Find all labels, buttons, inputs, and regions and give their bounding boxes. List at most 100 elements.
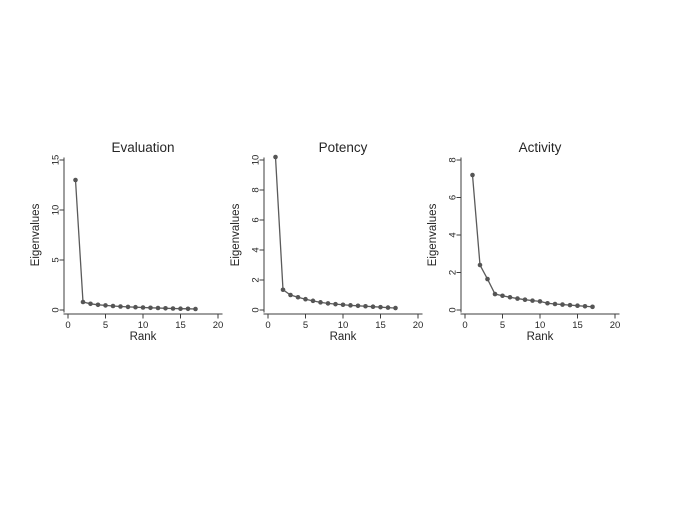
data-point [537,299,543,304]
data-point [522,297,528,302]
y-tick-label: 8 [250,187,261,192]
x-tick-label: 5 [103,320,108,331]
data-point [477,262,483,268]
x-axis-title: Rank [330,331,357,343]
data-point [73,177,78,183]
x-tick-label: 20 [213,320,224,331]
data-point [110,303,116,309]
data-point [560,302,565,307]
x-tick-label: 10 [535,320,546,331]
y-tick-label: 5 [50,257,61,262]
x-tick-label: 15 [375,320,386,331]
data-point [125,304,131,310]
data-point [575,303,580,308]
data-point [545,300,550,306]
y-tick-label: 0 [50,307,61,312]
eigenvalue-line [471,174,594,308]
data-point [140,305,146,310]
data-point [530,298,535,303]
y-tick-label: 4 [250,247,261,252]
y-tick-label: 4 [447,232,458,237]
x-tick-label: 10 [138,320,149,331]
data-point [485,276,490,282]
x-tick-label: 5 [500,320,505,331]
data-point [273,154,278,160]
data-point [325,301,331,306]
data-point [193,306,198,312]
eigenvalue-line [274,156,397,309]
data-point [470,172,475,178]
data-point [95,302,101,308]
x-tick-label: 0 [265,320,270,331]
data-point [378,304,383,310]
data-point [355,303,361,309]
x-axis-title: Rank [130,331,157,343]
data-point [590,304,595,310]
y-tick-label: 10 [50,205,61,216]
y-tick-label: 2 [447,270,458,275]
data-point [318,300,323,305]
data-point [567,302,573,308]
data-point [288,292,293,298]
data-point [148,305,153,311]
data-point [552,301,558,307]
eigenvalue-line [74,179,197,310]
x-tick-label: 10 [338,320,349,331]
data-point [492,291,498,297]
x-tick-label: 15 [175,320,186,331]
evaluation-scree-chart: Evaluation 0 5 10 15 0 5 10 15 20 Rank Eigenvalues [28,133,233,345]
potency-chart-svg: Potency 0 2 4 6 8 10 0 5 10 15 20 Rank Eigenvalues [230,140,424,343]
x-axis-title: Rank [527,331,554,343]
data-point [170,306,176,311]
x-tick-label: 0 [462,320,467,331]
data-point [385,305,391,310]
y-tick-label: 6 [250,217,261,222]
data-point [178,306,183,311]
data-point [280,287,286,293]
y-tick-label: 0 [447,307,458,312]
y-tick-label: 2 [250,277,261,282]
x-tick-label: 5 [303,320,308,331]
data-point [500,293,505,299]
evaluation-chart-svg: Evaluation 0 5 10 15 0 5 10 15 20 Rank Eigenvalues [30,140,224,343]
chart-title: Evaluation [111,140,174,155]
data-point [363,303,368,309]
x-tick-label: 20 [610,320,621,331]
data-point [118,304,123,309]
data-point [310,298,316,304]
activity-chart-svg: Activity 0 2 4 6 8 0 5 10 15 20 Rank Eigenvalues [427,140,621,343]
y-axis-title: Eigenvalues [427,203,439,266]
data-point [348,303,353,308]
data-point [185,306,191,312]
data-point [370,304,376,309]
data-point [333,301,338,307]
data-point [133,304,138,310]
y-tick-label: 6 [447,195,458,200]
data-point [80,299,86,305]
activity-scree-chart: Activity 0 2 4 6 8 0 5 10 15 20 Rank Eigenvalues [425,133,630,345]
data-point [393,305,398,311]
data-point [340,302,346,308]
y-tick-label: 0 [250,307,261,312]
y-tick-label: 10 [250,155,261,166]
y-tick-label: 15 [50,155,61,166]
y-axis-title: Eigenvalues [30,203,42,266]
data-point [88,301,93,307]
data-point [515,296,520,301]
chart-title: Activity [519,140,562,155]
data-point [507,294,513,300]
data-point [163,306,168,311]
data-point [295,294,301,300]
x-tick-label: 0 [65,320,70,331]
x-tick-label: 15 [572,320,583,331]
chart-title: Potency [319,140,368,155]
potency-scree-chart: Potency 0 2 4 6 8 10 0 5 10 15 20 Rank Eigenvalues [228,133,433,345]
data-point [303,296,308,302]
data-point [582,303,588,309]
data-point [155,305,161,311]
y-axis-title: Eigenvalues [230,203,242,266]
data-point [103,303,108,308]
x-tick-label: 20 [413,320,424,331]
y-tick-label: 8 [447,157,458,162]
